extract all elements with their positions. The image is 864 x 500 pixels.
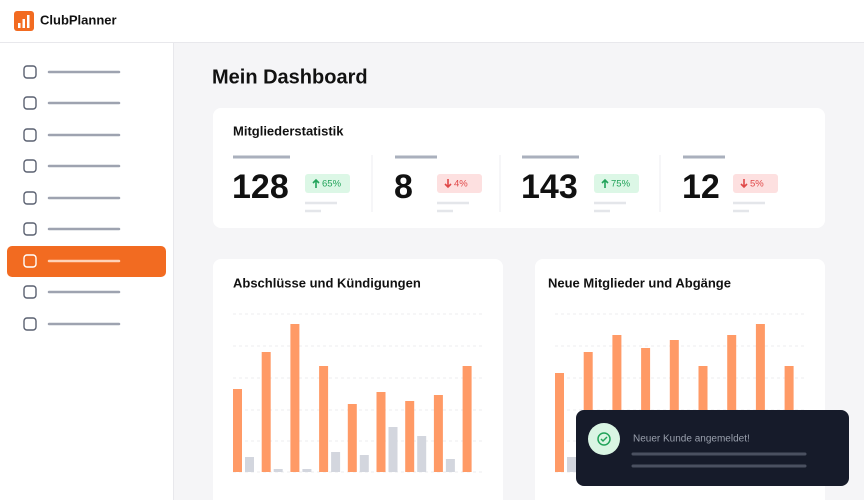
- bar: [417, 436, 427, 472]
- bar: [376, 392, 386, 472]
- chart-card: [213, 259, 503, 500]
- top-bar: [0, 0, 864, 42]
- nav-icon[interactable]: [23, 128, 37, 142]
- stat-badge: [733, 174, 778, 193]
- bar: [273, 469, 283, 472]
- bar: [331, 452, 341, 472]
- bar: [319, 366, 329, 472]
- bar: [462, 366, 472, 472]
- stat-badge: [305, 174, 350, 193]
- nav-icon[interactable]: [23, 254, 37, 268]
- stat-change: 5%: [750, 179, 764, 190]
- arrow-down: [444, 179, 452, 189]
- bar: [567, 457, 576, 472]
- stat-value: 143: [521, 168, 578, 206]
- logo-bar: [27, 15, 30, 28]
- bar: [555, 373, 564, 472]
- toast-icon-ring: [597, 432, 611, 446]
- stat-change: 75%: [611, 179, 631, 190]
- bar: [388, 427, 398, 472]
- logo-bar: [18, 23, 21, 28]
- stat-badge: [437, 174, 482, 193]
- bar: [261, 352, 271, 472]
- arrow-down: [740, 179, 748, 189]
- bar: [445, 459, 455, 472]
- arrow-up: [601, 178, 609, 188]
- nav-icon[interactable]: [23, 222, 37, 236]
- nav-icon[interactable]: [23, 191, 37, 205]
- bar: [233, 389, 242, 472]
- bar: [669, 340, 679, 472]
- stat-change: 4%: [454, 179, 468, 190]
- nav-icon[interactable]: [23, 285, 37, 299]
- stats-title: Mitgliederstatistik: [233, 123, 344, 138]
- nav-icon[interactable]: [23, 65, 37, 79]
- bar: [359, 455, 369, 472]
- bar: [405, 401, 415, 472]
- stat-value: 8: [394, 168, 413, 206]
- logo-bar: [22, 19, 25, 28]
- bar: [302, 469, 312, 472]
- nav: [23, 65, 121, 331]
- bar: [727, 335, 737, 472]
- bar: [755, 324, 765, 472]
- bar: [433, 395, 443, 472]
- nav-icon[interactable]: [23, 317, 37, 331]
- stat-badge: [594, 174, 639, 193]
- stat-change: 65%: [322, 179, 342, 190]
- toast-check: [600, 436, 608, 443]
- stat-value: 128: [232, 168, 289, 206]
- stats: 128 65% 8 4% 143 75% 12 5%: [232, 155, 778, 213]
- nav-icon[interactable]: [23, 159, 37, 173]
- nav-icon[interactable]: [23, 96, 37, 110]
- bar: [290, 324, 300, 472]
- stat-value: 12: [682, 168, 720, 206]
- toast-message: Neuer Kunde angemeldet!: [633, 434, 750, 445]
- stats-card: [213, 108, 825, 228]
- arrow-up: [312, 178, 320, 188]
- brand[interactable]: ClubPlanner: [40, 12, 117, 27]
- bar: [612, 335, 622, 472]
- chart-title: Abschlüsse und Kündigungen: [233, 275, 421, 290]
- chart-title: Neue Mitglieder und Abgänge: [548, 275, 731, 290]
- bar: [347, 404, 357, 472]
- bar: [245, 457, 254, 472]
- page-title: Mein Dashboard: [212, 66, 368, 88]
